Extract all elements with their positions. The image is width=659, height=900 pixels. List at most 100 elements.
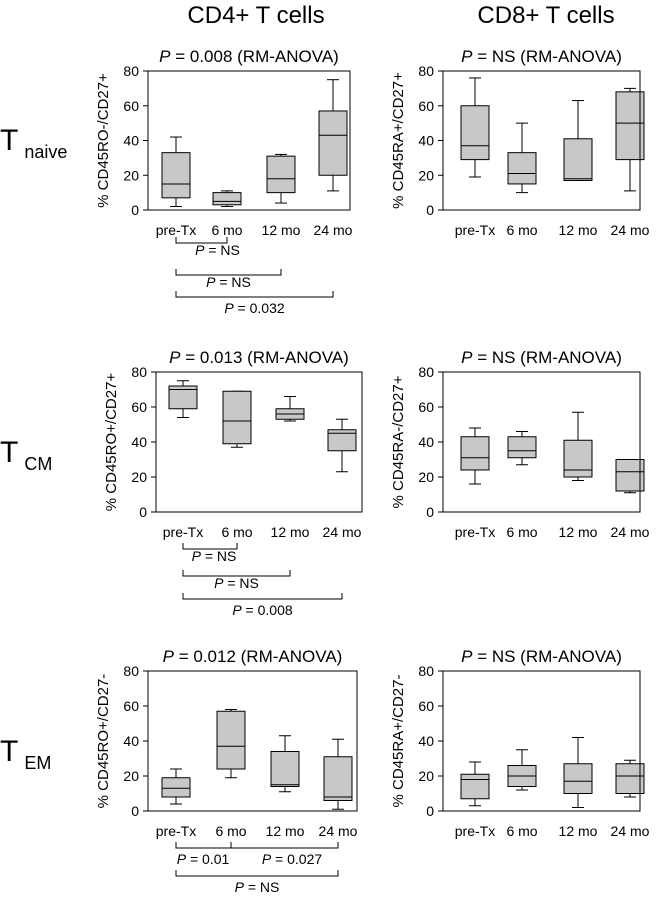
box-iqr [615,459,645,492]
y-tick-label: 20 [131,469,147,485]
plot-frame [147,70,351,211]
y-axis-label: % CD45RA+/CD27- [390,675,407,808]
comparison-1: P = NS [182,543,238,564]
column-title-cd4: CD4+ T cells [187,2,324,29]
x-tick-label: 24 mo [611,823,650,839]
y-tick-label: 20 [123,768,139,784]
box-iqr [212,192,242,206]
y-tick-label: 40 [123,733,139,749]
x-tick-label: 24 mo [323,524,362,540]
box-1 [161,768,191,805]
y-tick-label: 80 [418,663,434,679]
comparison-bracket [182,593,343,600]
y-tick-label: 40 [418,733,434,749]
box-3 [266,153,296,204]
box-iqr [460,773,490,800]
box-chart-2: P = NS (RM-ANOVA) % CD45RA+/CD27+ 0 20 40 60 8… [390,47,650,238]
x-tick-label: pre-Tx [156,823,196,839]
y-axis-label: % CD45RO+/CD27- [95,674,112,809]
x-tick-label: 12 mo [559,222,598,238]
y-tick-label: 60 [418,399,434,415]
box-4 [327,418,357,473]
y-tick-label: 80 [131,364,147,380]
box-chart-3: P = 0.013 (RM-ANOVA) % CD45RO+/CD27+ 0 20 40… [103,348,363,618]
comparison-bracket [175,842,232,849]
x-tick-label: 12 mo [262,222,301,238]
y-tick-label: 60 [131,399,147,415]
y-axis-label: % CD45RA-/CD27+ [390,375,407,508]
comparison-3: P = 0.008 [182,593,343,618]
y-axis-label: % CD45RO-/CD27+ [95,73,112,208]
comparison-2: P = NS [175,269,282,290]
box-3 [275,396,305,422]
box-iqr [222,390,252,445]
box-1 [460,761,490,807]
comparison-3: P = NS [175,870,339,895]
comparison-bracket [175,870,339,877]
chart-title: P = NS (RM-ANOVA) [461,47,622,66]
y-tick-label: 40 [418,434,434,450]
x-tick-label: 6 mo [211,222,242,238]
y-tick-label: 60 [123,698,139,714]
y-tick-label: 40 [131,434,147,450]
box-iqr [615,763,645,794]
y-tick-label: 60 [418,698,434,714]
box-iqr [327,429,357,452]
box-iqr [168,385,198,410]
box-iqr [323,756,353,801]
comparison-bracket [175,291,334,298]
y-tick-label: 80 [123,63,139,79]
y-tick-label: 60 [123,98,139,114]
box-4 [615,87,645,192]
box-iqr [563,763,593,794]
y-tick-label: 0 [139,504,147,520]
comparison-bracket [182,543,238,550]
comparison-label: P = NS [206,274,251,290]
comparison-label: P = 0.032 [224,300,285,316]
box-iqr [161,777,191,798]
y-tick-label: 0 [131,803,139,819]
box-iqr [266,155,296,194]
x-tick-label: 6 mo [506,823,537,839]
box-4 [323,738,353,810]
x-tick-label: 6 mo [221,524,252,540]
x-tick-label: 12 mo [266,823,305,839]
y-tick-label: 40 [123,133,139,149]
x-tick-label: 12 mo [271,524,310,540]
x-tick-label: pre-Tx [156,222,196,238]
y-axis-label: % CD45RA+/CD27+ [390,72,407,209]
comparison-2: P = NS [182,570,291,591]
x-tick-label: 12 mo [559,524,598,540]
box-iqr [270,751,300,787]
x-tick-label: pre-Tx [163,524,203,540]
plot-frame [155,371,363,513]
y-tick-label: 20 [418,469,434,485]
box-1 [161,136,191,208]
x-tick-label: 24 mo [611,222,650,238]
row-label-em: T EM [0,735,51,773]
box-chart-4: P = NS (RM-ANOVA) % CD45RA-/CD27+ 0 20 40 60 8… [390,348,650,540]
box-iqr [318,110,348,176]
x-tick-label: 6 mo [215,823,246,839]
box-2 [222,390,252,448]
x-tick-label: 6 mo [506,524,537,540]
box-3 [563,100,593,181]
box-3 [270,735,300,793]
y-tick-label: 60 [418,98,434,114]
plot-frame [442,670,641,812]
box-4 [615,459,645,494]
y-tick-label: 80 [123,663,139,679]
box-chart-6: P = NS (RM-ANOVA) % CD45RA+/CD27- 0 20 40 60 8… [390,647,650,839]
box-iqr [161,152,191,199]
box-chart-5: P = 0.012 (RM-ANOVA) % CD45RO+/CD27- 0 20 40… [95,647,358,895]
comparison-3: P = 0.032 [175,291,334,316]
box-iqr [615,91,645,161]
comparison-2: P = 0.027 [230,842,339,867]
box-iqr [216,710,246,770]
comparison-1: P = NS [175,237,240,258]
box-2 [216,709,246,779]
box-iqr [460,436,490,471]
box-2 [507,431,537,466]
comparison-bracket [175,237,228,244]
